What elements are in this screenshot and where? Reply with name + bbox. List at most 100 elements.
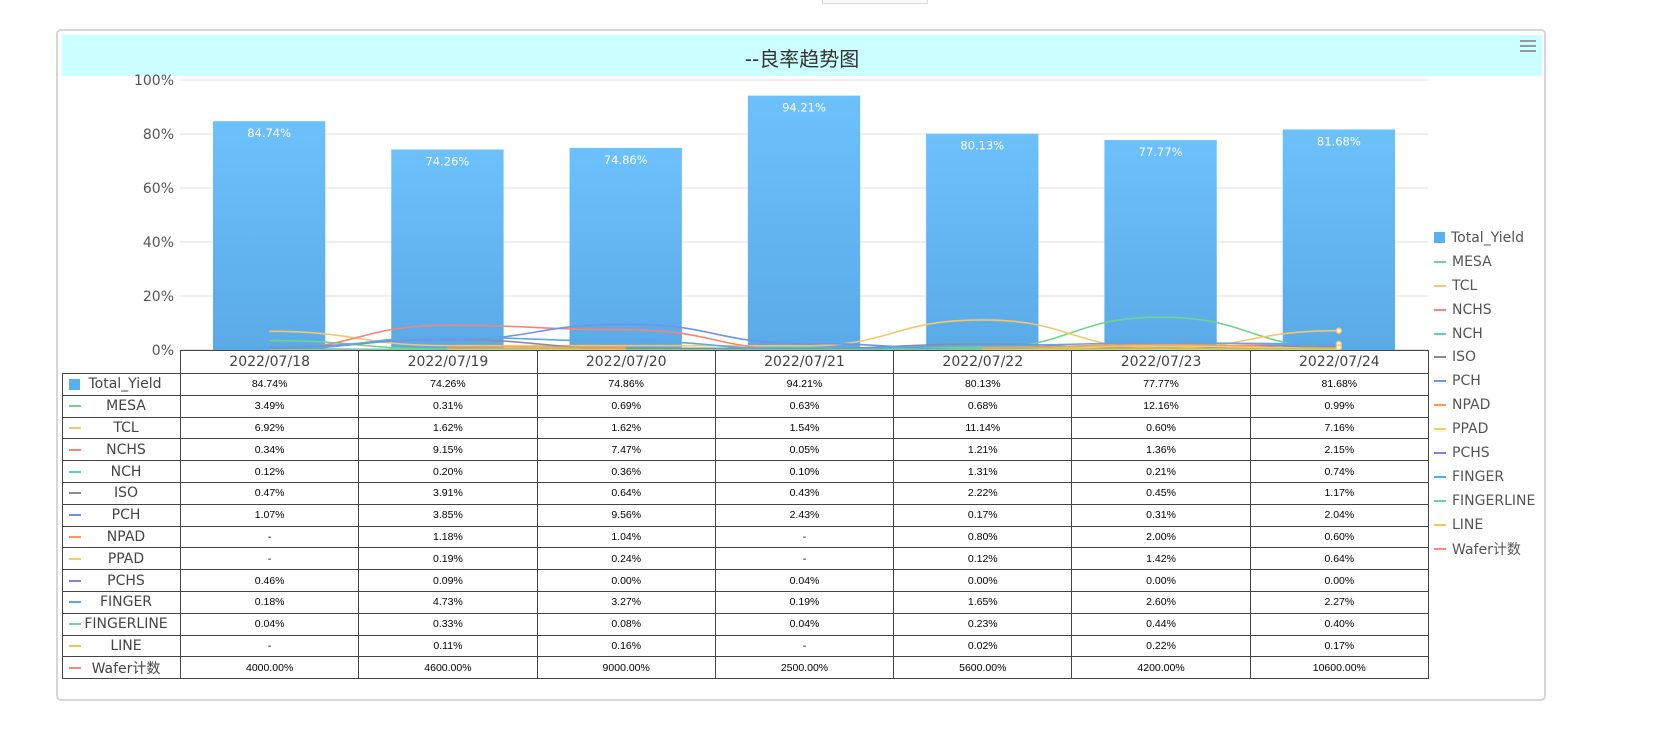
- table-cell: 0.08%: [536, 612, 716, 636]
- table-cell: 1.04%: [536, 525, 716, 549]
- table-cell: 0.05%: [714, 438, 895, 462]
- row-line-icon: [69, 514, 81, 517]
- row-header: FINGERLINE: [62, 612, 181, 636]
- bar-value-label: 94.21%: [782, 101, 826, 115]
- table-row: FINGERLINE 0.04% 0.33% 0.08% 0.04% 0.23% 0.44%…: [62, 612, 1429, 636]
- bar-value-label: 81.68%: [1317, 134, 1361, 148]
- table-cell: 0.43%: [714, 481, 895, 505]
- legend-item[interactable]: ISO: [1434, 345, 1535, 369]
- legend-line-icon: [1434, 428, 1446, 431]
- legend-item[interactable]: PCH: [1434, 369, 1535, 393]
- table-cell: 2.15%: [1249, 438, 1429, 462]
- row-header: Wafer计数: [62, 656, 181, 680]
- table-cell: 0.12%: [179, 460, 360, 483]
- table-cell: -: [714, 525, 895, 549]
- table-cell: 1.54%: [714, 416, 895, 440]
- table-cell: 0.68%: [893, 394, 1073, 418]
- legend-label: NCH: [1452, 325, 1483, 342]
- table-cell: 0.22%: [1071, 634, 1251, 658]
- table-cell: 1.36%: [1071, 438, 1251, 462]
- table-cell: 0.24%: [536, 547, 716, 571]
- legend-item[interactable]: PCHS: [1434, 441, 1535, 465]
- legend-line-icon: [1434, 308, 1446, 311]
- row-square-icon: [69, 378, 80, 390]
- table-cell: 6.92%: [179, 416, 360, 440]
- table-row: Wafer计数 4000.00% 4600.00% 9000.00% 2500.00% 5…: [62, 656, 1429, 680]
- legend-item[interactable]: NCHS: [1434, 298, 1535, 322]
- row-label: NPAD: [106, 528, 146, 545]
- legend-line-icon: [1434, 284, 1446, 287]
- row-label: MESA: [106, 398, 146, 415]
- row-line-icon: [69, 644, 81, 647]
- y-tick-label: 60%: [143, 181, 174, 197]
- table-row: LINE -0.11% 0.16% -0.02% 0.22% 0.17%: [62, 634, 1429, 658]
- bar-value-label: 77.77%: [1139, 145, 1183, 159]
- legend-item[interactable]: FINGER: [1434, 465, 1535, 489]
- table-cell: 0.17%: [893, 503, 1073, 527]
- legend-item[interactable]: NCH: [1434, 322, 1535, 346]
- legend-line-icon: [1434, 356, 1446, 359]
- table-cell: 3.85%: [358, 503, 538, 527]
- legend-line-icon: [1434, 380, 1446, 383]
- row-line-icon: [69, 623, 81, 626]
- x-category-label: 2022/07/21: [714, 350, 895, 374]
- row-line-icon: [69, 405, 81, 408]
- table-cell: 3.91%: [358, 481, 538, 505]
- table-cell: 0.02%: [893, 634, 1073, 658]
- table-cell: 4000.00%: [179, 656, 360, 680]
- table-cell: 2.00%: [1071, 525, 1251, 549]
- hamburger-menu-icon[interactable]: [1520, 40, 1536, 54]
- row-label: NCHS: [106, 441, 146, 458]
- table-cell: 81.68%: [1249, 373, 1429, 396]
- row-header: NPAD: [62, 525, 181, 549]
- table-cell: 5600.00%: [893, 656, 1073, 680]
- row-header: PCHS: [62, 569, 181, 592]
- x-category-label: 2022/07/24: [1249, 350, 1429, 374]
- table-cell: 7.16%: [1249, 416, 1429, 440]
- legend-label: NCHS: [1452, 301, 1492, 318]
- table-row: PPAD -0.19% 0.24% -0.12% 1.42% 0.64%: [62, 547, 1429, 571]
- table-cell: 0.80%: [893, 525, 1073, 549]
- legend-item[interactable]: Total_Yield: [1434, 226, 1535, 250]
- row-header: ISO: [62, 481, 181, 505]
- chart-title-bar: --良率趋势图: [62, 35, 1542, 76]
- table-cell: 0.00%: [893, 569, 1073, 592]
- bar: [1282, 129, 1396, 350]
- table-cell: 11.14%: [893, 416, 1073, 440]
- table-cell: 74.86%: [536, 373, 716, 396]
- y-tick-label: 20%: [143, 289, 174, 305]
- top-tab-handle: [822, 0, 928, 4]
- legend-item[interactable]: LINE: [1434, 513, 1535, 537]
- row-header: TCL: [62, 416, 181, 440]
- legend-item[interactable]: Wafer计数: [1434, 537, 1535, 561]
- table-cell: 0.04%: [714, 569, 895, 592]
- legend-item[interactable]: MESA: [1434, 250, 1535, 274]
- legend-item[interactable]: PPAD: [1434, 417, 1535, 441]
- table-row: FINGER 0.18% 4.73% 3.27% 0.19% 1.65% 2.60% 2.27…: [62, 590, 1429, 614]
- table-cell: 7.47%: [536, 438, 716, 462]
- table-cell: -: [179, 525, 360, 549]
- table-cell: 1.07%: [179, 503, 360, 527]
- legend-label: MESA: [1452, 253, 1492, 270]
- bar-value-label: 74.86%: [604, 153, 648, 167]
- table-cell: 0.36%: [536, 460, 716, 483]
- legend-item[interactable]: TCL: [1434, 274, 1535, 298]
- bar: [926, 133, 1039, 350]
- x-category-label: 2022/07/18: [179, 350, 360, 374]
- row-label: ISO: [113, 485, 139, 502]
- row-header: NCH: [62, 460, 181, 483]
- legend-item[interactable]: NPAD: [1434, 393, 1535, 417]
- legend-item[interactable]: FINGERLINE: [1434, 489, 1535, 513]
- table-cell: 1.42%: [1071, 547, 1251, 571]
- row-header: PCH: [62, 503, 181, 527]
- table-cell: 0.18%: [179, 590, 360, 614]
- row-label: FINGERLINE: [84, 616, 168, 633]
- x-category-label: 2022/07/20: [536, 350, 716, 374]
- legend-line-icon: [1434, 404, 1446, 407]
- series-point-marker: [1335, 327, 1343, 334]
- table-cell: 2.43%: [714, 503, 895, 527]
- table-cell: 3.27%: [536, 590, 716, 614]
- bar: [212, 121, 326, 351]
- table-cell: 0.99%: [1249, 394, 1429, 418]
